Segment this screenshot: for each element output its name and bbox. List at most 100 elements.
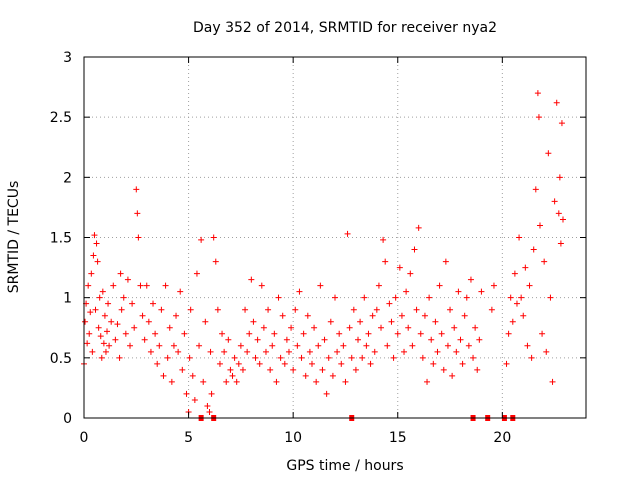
data-point bbox=[294, 342, 301, 349]
data-point bbox=[428, 336, 435, 343]
data-point bbox=[168, 378, 175, 385]
data-point bbox=[405, 324, 412, 331]
data-point bbox=[321, 336, 328, 343]
data-point bbox=[409, 342, 416, 349]
data-point bbox=[559, 216, 566, 223]
data-point bbox=[248, 276, 255, 283]
data-point bbox=[82, 318, 89, 325]
data-point bbox=[340, 342, 347, 349]
data-point bbox=[407, 270, 414, 277]
data-point bbox=[463, 294, 470, 301]
data-point bbox=[156, 342, 163, 349]
data-point bbox=[202, 318, 209, 325]
data-point bbox=[200, 378, 207, 385]
data-point bbox=[97, 333, 104, 340]
data-point bbox=[319, 366, 326, 373]
data-point bbox=[193, 270, 200, 277]
data-point bbox=[365, 330, 372, 337]
data-point bbox=[260, 324, 267, 331]
data-point bbox=[212, 258, 219, 265]
y-axis-label: SRMTID / TECUs bbox=[6, 181, 22, 294]
data-point bbox=[352, 366, 359, 373]
data-point bbox=[426, 294, 433, 301]
data-point bbox=[371, 348, 378, 355]
data-point bbox=[189, 372, 196, 379]
data-point bbox=[150, 300, 157, 307]
data-point bbox=[401, 348, 408, 355]
x-tick-label: 5 bbox=[184, 430, 193, 446]
data-point bbox=[254, 336, 261, 343]
data-point bbox=[459, 360, 466, 367]
data-point bbox=[112, 336, 119, 343]
y-tick-label: 0 bbox=[63, 411, 72, 427]
data-point bbox=[490, 282, 497, 289]
data-point bbox=[227, 366, 234, 373]
data-point bbox=[516, 234, 523, 241]
data-point bbox=[325, 354, 332, 361]
data-point bbox=[532, 186, 539, 193]
data-point bbox=[390, 354, 397, 361]
data-point bbox=[124, 276, 131, 283]
data-point bbox=[120, 294, 127, 301]
data-point bbox=[206, 408, 213, 415]
data-point bbox=[256, 360, 263, 367]
data-point bbox=[186, 354, 193, 361]
data-point bbox=[415, 224, 422, 231]
data-point bbox=[369, 312, 376, 319]
y-tick-label: 2 bbox=[63, 170, 72, 186]
data-point bbox=[116, 354, 123, 361]
x-tick-label: 15 bbox=[389, 430, 407, 446]
data-point bbox=[547, 294, 554, 301]
data-point bbox=[348, 354, 355, 361]
x-tick-label: 0 bbox=[80, 430, 89, 446]
data-point bbox=[488, 306, 495, 313]
data-point bbox=[556, 174, 563, 181]
data-point bbox=[396, 264, 403, 271]
data-point bbox=[237, 342, 244, 349]
y-tick-label: 0.5 bbox=[50, 351, 72, 367]
data-point bbox=[177, 288, 184, 295]
data-point bbox=[323, 390, 330, 397]
data-point bbox=[239, 366, 246, 373]
data-point bbox=[134, 210, 141, 217]
data-point bbox=[317, 282, 324, 289]
data-point bbox=[94, 258, 101, 265]
data-point bbox=[198, 236, 205, 243]
data-point bbox=[131, 324, 138, 331]
data-point bbox=[528, 354, 535, 361]
data-point bbox=[304, 312, 311, 319]
data-point bbox=[419, 354, 426, 361]
data-point bbox=[273, 378, 280, 385]
data-point bbox=[467, 276, 474, 283]
data-point bbox=[106, 342, 113, 349]
data-point bbox=[557, 240, 564, 247]
data-point bbox=[122, 330, 129, 337]
data-point bbox=[117, 270, 124, 277]
data-point bbox=[100, 340, 107, 347]
data-point bbox=[421, 312, 428, 319]
data-point bbox=[104, 328, 111, 335]
data-point bbox=[288, 324, 295, 331]
data-points bbox=[81, 90, 566, 421]
data-point bbox=[250, 318, 257, 325]
data-point bbox=[472, 324, 479, 331]
data-point bbox=[513, 300, 520, 307]
data-point bbox=[388, 318, 395, 325]
data-point bbox=[283, 336, 290, 343]
data-point bbox=[342, 378, 349, 385]
data-point bbox=[231, 354, 238, 361]
data-point bbox=[336, 330, 343, 337]
data-point bbox=[269, 342, 276, 349]
data-point bbox=[511, 270, 518, 277]
data-point bbox=[223, 378, 230, 385]
data-point bbox=[363, 342, 370, 349]
data-point bbox=[87, 309, 94, 316]
data-point bbox=[246, 330, 253, 337]
data-point bbox=[535, 114, 542, 121]
data-point bbox=[96, 294, 103, 301]
data-point bbox=[539, 330, 546, 337]
data-point bbox=[417, 330, 424, 337]
data-point bbox=[91, 232, 98, 239]
data-point bbox=[187, 306, 194, 313]
data-point bbox=[191, 396, 198, 403]
